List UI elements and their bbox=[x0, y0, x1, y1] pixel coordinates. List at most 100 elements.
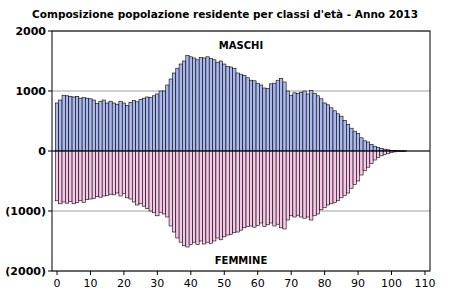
bar bbox=[213, 60, 216, 151]
bar bbox=[186, 151, 189, 247]
bar bbox=[109, 101, 112, 151]
bar bbox=[293, 151, 296, 217]
y-tick bbox=[48, 91, 52, 92]
bar bbox=[169, 151, 172, 226]
bar bbox=[226, 66, 229, 151]
x-tick bbox=[157, 271, 158, 275]
bar bbox=[65, 96, 68, 151]
x-tick bbox=[391, 271, 392, 275]
bar bbox=[72, 97, 75, 151]
bar bbox=[149, 98, 152, 151]
bar bbox=[203, 151, 206, 244]
bar bbox=[296, 93, 299, 151]
bar bbox=[85, 98, 88, 151]
bar bbox=[69, 96, 72, 151]
bar bbox=[156, 151, 159, 216]
bar bbox=[59, 100, 62, 151]
bar bbox=[75, 151, 78, 203]
bar bbox=[116, 151, 119, 193]
bar bbox=[266, 89, 269, 151]
bar bbox=[229, 151, 232, 234]
bar bbox=[179, 64, 182, 151]
bar bbox=[95, 104, 98, 151]
bar bbox=[239, 151, 242, 230]
bar bbox=[209, 59, 212, 151]
bar bbox=[55, 103, 58, 151]
bar bbox=[239, 74, 242, 151]
x-tick-label: 20 bbox=[117, 277, 131, 290]
bar bbox=[296, 151, 299, 215]
bar bbox=[346, 151, 349, 193]
bar bbox=[290, 151, 293, 216]
bar bbox=[243, 151, 246, 228]
bar bbox=[316, 151, 319, 214]
x-tick-label: 0 bbox=[54, 277, 61, 290]
chart-svg: Composizione popolazione residente per c… bbox=[0, 0, 450, 300]
bar bbox=[179, 151, 182, 242]
x-tick bbox=[90, 271, 91, 275]
bar bbox=[136, 151, 139, 205]
bar bbox=[219, 61, 222, 151]
bar bbox=[182, 151, 185, 246]
bar bbox=[186, 56, 189, 151]
bar bbox=[293, 93, 296, 151]
bar bbox=[343, 120, 346, 151]
bar bbox=[126, 151, 129, 198]
bar bbox=[259, 85, 262, 151]
bar bbox=[65, 151, 68, 203]
bar bbox=[273, 83, 276, 151]
bar bbox=[189, 57, 192, 151]
x-tick-label: 70 bbox=[284, 277, 298, 290]
bar bbox=[310, 90, 313, 151]
bar bbox=[122, 103, 125, 151]
bar bbox=[206, 151, 209, 242]
bar bbox=[316, 96, 319, 151]
bar bbox=[343, 151, 346, 195]
x-tick bbox=[123, 271, 124, 275]
bar bbox=[69, 151, 72, 201]
bar bbox=[310, 151, 313, 220]
x-tick bbox=[190, 271, 191, 275]
bar bbox=[356, 151, 359, 181]
bar bbox=[75, 96, 78, 151]
bar bbox=[340, 116, 343, 151]
x-tick bbox=[224, 271, 225, 275]
bar bbox=[142, 151, 145, 206]
bar bbox=[236, 151, 239, 232]
bar bbox=[326, 151, 329, 205]
bar bbox=[122, 151, 125, 194]
bar bbox=[213, 151, 216, 241]
bar bbox=[219, 151, 222, 240]
bar bbox=[279, 151, 282, 228]
bar bbox=[249, 151, 252, 226]
bar bbox=[366, 151, 369, 167]
bar bbox=[306, 94, 309, 151]
bar bbox=[189, 151, 192, 245]
bar bbox=[166, 85, 169, 151]
bar bbox=[162, 151, 165, 214]
bar bbox=[346, 125, 349, 151]
bar bbox=[370, 151, 373, 164]
bar bbox=[199, 57, 202, 151]
x-tick bbox=[424, 271, 425, 275]
bar bbox=[89, 99, 92, 151]
x-tick bbox=[324, 271, 325, 275]
bar bbox=[273, 151, 276, 226]
bar bbox=[166, 151, 169, 217]
bar bbox=[152, 96, 155, 151]
bar bbox=[320, 151, 323, 210]
x-tick-label: 40 bbox=[184, 277, 198, 290]
x-tick-label: 110 bbox=[414, 277, 435, 290]
bar bbox=[172, 151, 175, 232]
bar bbox=[95, 151, 98, 197]
bar bbox=[136, 102, 139, 151]
bar bbox=[370, 144, 373, 151]
bar bbox=[139, 99, 142, 151]
bar bbox=[159, 151, 162, 212]
bar bbox=[223, 64, 226, 151]
bar bbox=[263, 151, 266, 227]
series-label: FEMMINE bbox=[215, 255, 268, 266]
bar bbox=[263, 88, 266, 151]
bar bbox=[116, 104, 119, 151]
chart-title: Composizione popolazione residente per c… bbox=[32, 8, 418, 20]
